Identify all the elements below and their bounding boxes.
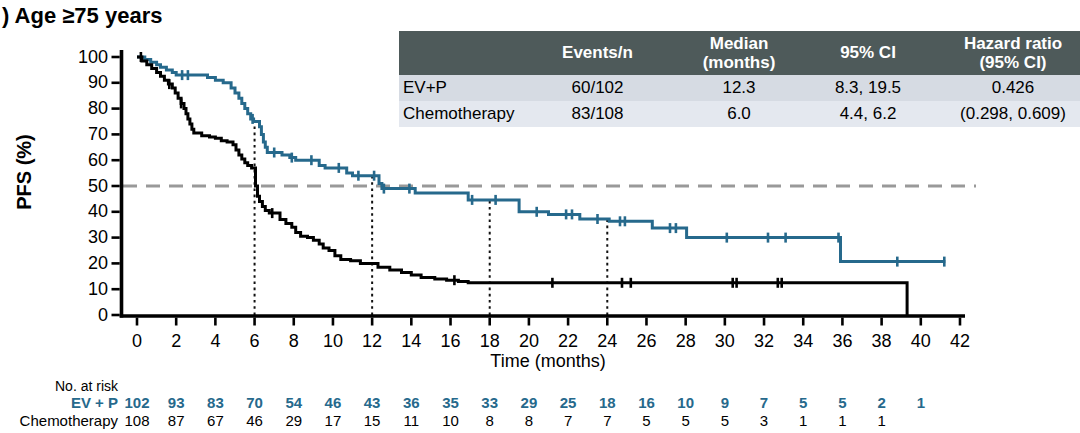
x-tick-label: 12 [350,331,394,352]
at-risk-value: 25 [546,394,590,411]
x-tick-label: 8 [272,331,316,352]
at-risk-value: 46 [311,394,355,411]
x-tick-label: 16 [429,331,473,352]
x-tick-label: 26 [625,331,669,352]
x-tick-label: 32 [742,331,786,352]
km-figure: ) Age ≥75 years PFS (%) Time (months) 02… [0,0,1080,433]
at-risk-value: 54 [272,394,316,411]
y-tick-label: 80 [60,98,108,119]
at-risk-title: No. at risk [0,378,118,394]
y-tick-label: 70 [60,124,108,145]
at-risk-value: 1 [781,412,825,429]
at-risk-value: 9 [703,394,747,411]
at-risk-value: 108 [115,412,159,429]
stats-row: EV+P60/10212.38.3, 19.50.426 [399,75,1080,101]
at-risk-value: 15 [350,412,394,429]
at-risk-value: 35 [429,394,473,411]
at-risk-value: 87 [154,412,198,429]
at-risk-value: 43 [350,394,394,411]
stats-row: Chemotherapy83/1086.04.4, 6.2(0.298, 0.6… [399,101,1080,127]
y-tick-label: 50 [60,176,108,197]
y-tick-label: 30 [60,227,108,248]
x-tick-label: 34 [781,331,825,352]
stats-col-header: 95% CI [806,31,930,75]
x-tick-label: 14 [389,331,433,352]
at-risk-value: 7 [742,394,786,411]
at-risk-value: 1 [899,394,943,411]
at-risk-value: 70 [233,394,277,411]
at-risk-value: 46 [233,412,277,429]
x-tick-label: 20 [507,331,551,352]
x-tick-label: 6 [233,331,277,352]
at-risk-value: 16 [625,394,669,411]
stats-table-header: Events/nMedian (months)95% CIHazard rati… [399,31,1080,75]
stats-table: Events/nMedian (months)95% CIHazard rati… [399,31,1080,127]
stats-col-header [399,31,523,75]
x-tick-label: 40 [899,331,943,352]
at-risk-value: 36 [389,394,433,411]
at-risk-value: 2 [860,394,904,411]
stats-cell: 4.4, 6.2 [806,101,930,127]
stats-col-header: Hazard ratio (95% CI) [930,31,1080,75]
stats-row-name: EV+P [399,75,523,101]
stats-cell: 0.426 [930,75,1080,101]
x-tick-label: 36 [820,331,864,352]
at-risk-value: 17 [311,412,355,429]
at-risk-value: 10 [664,394,708,411]
at-risk-row-name: EV + P [0,394,118,411]
at-risk-value: 3 [742,412,786,429]
stats-row-name: Chemotherapy [399,101,523,127]
stats-cell: 12.3 [672,75,806,101]
stats-cell: (0.298, 0.609) [930,101,1080,127]
x-tick-label: 24 [585,331,629,352]
at-risk-value: 67 [193,412,237,429]
at-risk-value: 83 [193,394,237,411]
x-tick-label: 42 [938,331,982,352]
y-tick-label: 10 [60,279,108,300]
stats-col-header: Events/n [523,31,672,75]
at-risk-row-name: Chemotherapy [0,412,118,429]
y-tick-label: 100 [60,47,108,68]
y-tick-label: 40 [60,201,108,222]
stats-cell: 60/102 [523,75,672,101]
at-risk-value: 5 [781,394,825,411]
x-tick-label: 4 [193,331,237,352]
y-tick-label: 20 [60,253,108,274]
at-risk-value: 29 [507,394,551,411]
at-risk-value: 5 [625,412,669,429]
stats-cell: 8.3, 19.5 [806,75,930,101]
at-risk-value: 5 [820,394,864,411]
at-risk-value: 1 [860,412,904,429]
y-tick-label: 60 [60,150,108,171]
at-risk-value: 18 [585,394,629,411]
y-tick-label: 90 [60,72,108,93]
at-risk-value: 102 [115,394,159,411]
at-risk-value: 8 [507,412,551,429]
x-tick-label: 2 [154,331,198,352]
at-risk-value: 8 [468,412,512,429]
at-risk-value: 11 [389,412,433,429]
at-risk-value: 33 [468,394,512,411]
at-risk-value: 93 [154,394,198,411]
x-tick-label: 0 [115,331,159,352]
x-tick-label: 18 [468,331,512,352]
at-risk-value: 10 [429,412,473,429]
x-tick-label: 38 [860,331,904,352]
at-risk-value: 5 [664,412,708,429]
x-tick-label: 30 [703,331,747,352]
y-tick-label: 0 [60,305,108,326]
at-risk-value: 5 [703,412,747,429]
y-axis-title-text: PFS (%) [13,134,36,210]
at-risk-value: 7 [585,412,629,429]
stats-cell: 6.0 [672,101,806,127]
x-axis-title: Time (months) [448,351,648,372]
at-risk-value: 7 [546,412,590,429]
x-tick-label: 10 [311,331,355,352]
stats-col-header: Median (months) [672,31,806,75]
at-risk-value: 29 [272,412,316,429]
x-tick-label: 28 [664,331,708,352]
x-tick-label: 22 [546,331,590,352]
stats-cell: 83/108 [523,101,672,127]
at-risk-value: 1 [820,412,864,429]
